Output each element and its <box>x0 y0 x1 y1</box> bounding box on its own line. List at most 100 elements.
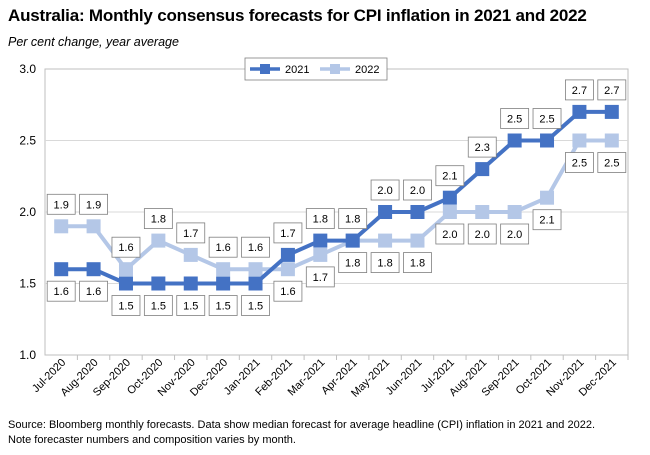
chart-title: Australia: Monthly consensus forecasts f… <box>8 6 587 25</box>
series-2022-data-label: 2.5 <box>565 152 594 173</box>
series-2022-marker <box>248 262 263 277</box>
series-2022-marker <box>151 233 166 248</box>
legend-marker-2021 <box>260 64 270 74</box>
data-label-box <box>305 266 335 288</box>
series-2022-marker <box>572 133 587 148</box>
chart-notes: Source: Bloomberg monthly forecasts. Dat… <box>8 418 595 448</box>
data-label-box <box>111 236 141 258</box>
series-2021-marker <box>604 104 619 119</box>
data-label-box <box>176 295 206 316</box>
series-2021-data-label: 1.5 <box>241 295 270 316</box>
series-2022-data-label: 2.5 <box>597 152 627 173</box>
series-2022-marker <box>378 233 393 248</box>
series-2022-marker <box>216 262 231 277</box>
data-label-box <box>208 295 238 316</box>
series-2022-data-label: 1.7 <box>305 266 335 288</box>
data-label-text: 1.8 <box>345 214 360 226</box>
data-label-text: 1.8 <box>345 258 360 270</box>
series-2021-marker <box>54 262 69 277</box>
data-label-box <box>370 179 400 201</box>
series-2021-marker <box>507 133 522 148</box>
data-label-box <box>597 79 627 101</box>
data-label-text: 1.6 <box>54 286 69 298</box>
data-label-text: 1.8 <box>313 214 328 226</box>
data-label-text: 2.3 <box>475 142 490 154</box>
series-2021-data-label: 1.8 <box>338 252 368 274</box>
series-2022-marker <box>118 262 133 277</box>
series-2021-marker <box>86 262 101 277</box>
y-tick-label: 3.0 <box>19 62 36 76</box>
chart-legend: 2021 2022 <box>244 57 388 81</box>
series-2021-marker <box>442 190 457 205</box>
data-label-box <box>565 152 594 173</box>
series-2021-data-label: 2.7 <box>565 79 594 101</box>
series-2022-marker <box>410 233 425 248</box>
series-2021-data-label: 1.5 <box>208 295 238 316</box>
data-label-text: 1.6 <box>118 242 133 254</box>
series-2021-marker <box>345 233 360 248</box>
series-2022-data-label: 1.6 <box>273 280 303 302</box>
series-2021-data-label: 1.5 <box>143 295 173 316</box>
data-label-text: 1.6 <box>86 286 101 298</box>
legend-marker-2022 <box>330 64 340 74</box>
series-2021-data-label: 2.1 <box>435 165 465 187</box>
data-label-text: 1.6 <box>280 286 295 298</box>
series-2022-data-label: 1.6 <box>111 236 141 258</box>
series-2022-marker <box>280 262 295 277</box>
series-2021-data-label: 2.3 <box>467 136 497 158</box>
data-label-text: 1.9 <box>54 199 69 211</box>
series-2022-marker <box>540 190 555 205</box>
data-label-text: 2.0 <box>475 229 490 241</box>
series-2021-marker <box>410 205 425 219</box>
y-tick-label: 2.0 <box>19 205 36 219</box>
data-label-box <box>143 295 173 316</box>
series-2021-data-label: 1.5 <box>111 295 141 316</box>
data-label-box <box>597 152 627 173</box>
data-label-text: 1.8 <box>410 258 425 270</box>
data-label-text: 1.5 <box>118 301 133 313</box>
data-label-box <box>176 222 206 244</box>
series-2021-data-label: 2.7 <box>597 79 627 101</box>
data-label-box <box>403 252 432 274</box>
series-2021-data-label: 1.6 <box>46 280 76 302</box>
data-label-box <box>370 252 400 274</box>
data-label-text: 2.0 <box>507 229 522 241</box>
series-2022-data-label: 1.9 <box>46 193 76 215</box>
data-label-text: 1.9 <box>86 199 101 211</box>
series-2021-data-label: 1.6 <box>79 280 108 302</box>
series-2021-marker <box>216 276 231 291</box>
data-label-box <box>500 223 530 245</box>
series-2021-data-label: 1.8 <box>305 208 335 230</box>
series-2021-marker <box>151 276 166 291</box>
data-label-text: 1.5 <box>183 301 198 313</box>
series-2022-marker <box>183 247 198 262</box>
data-label-box <box>46 193 76 215</box>
data-label-box <box>241 295 270 316</box>
series-2022-data-label: 1.8 <box>370 252 400 274</box>
data-label-text: 2.0 <box>377 185 392 197</box>
data-label-box <box>565 79 594 101</box>
series-2022-data-label: 1.6 <box>241 236 270 258</box>
data-label-text: 2.5 <box>539 114 554 126</box>
series-2021-data-label: 2.5 <box>500 108 530 129</box>
series-2021-line <box>61 109 612 286</box>
series-2021-marker <box>572 104 587 119</box>
data-label-text: 2.1 <box>442 171 457 183</box>
data-label-box <box>111 295 141 316</box>
data-label-box <box>208 236 238 258</box>
series-2022-marker <box>313 247 328 262</box>
series-2021-data-label: 1.7 <box>273 222 303 244</box>
data-label-box <box>467 223 497 245</box>
data-label-text: 2.0 <box>442 229 457 241</box>
series-2021-data-label: 2.0 <box>370 179 400 201</box>
data-label-box <box>435 223 465 245</box>
series-2022-data-label: 2.0 <box>467 223 497 245</box>
data-label-box <box>79 193 108 215</box>
series-2021-marker <box>280 247 295 262</box>
series-2022-data-label: 1.6 <box>208 236 238 258</box>
series-2022-data-label: 1.7 <box>176 222 206 244</box>
series-2022-data-label: 2.1 <box>532 209 562 231</box>
series-2022-data-label: 1.8 <box>338 208 368 230</box>
data-label-box <box>46 280 76 302</box>
